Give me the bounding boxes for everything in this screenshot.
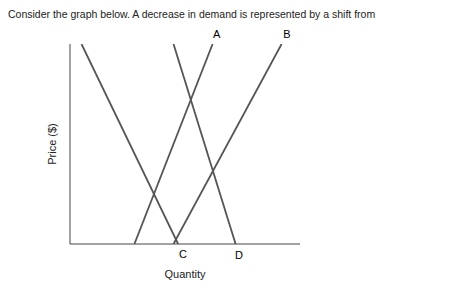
line-labels: A B C D <box>179 28 291 261</box>
line <box>134 44 212 244</box>
line <box>174 44 236 244</box>
line-label: A <box>213 28 221 40</box>
lines <box>82 44 282 244</box>
x-axis-line <box>70 244 300 245</box>
chart: Consider the graph below. A decrease in … <box>0 0 474 302</box>
line-label: C <box>179 248 187 260</box>
y-axis-line <box>70 44 71 244</box>
y-axis-label: Price ($) <box>46 123 58 165</box>
line <box>82 44 179 244</box>
line-label: B <box>283 28 290 40</box>
line-label: D <box>235 249 243 261</box>
title: Consider the graph below. A decrease in … <box>8 8 375 20</box>
x-axis-label: Quantity <box>165 268 206 280</box>
line <box>174 44 282 244</box>
